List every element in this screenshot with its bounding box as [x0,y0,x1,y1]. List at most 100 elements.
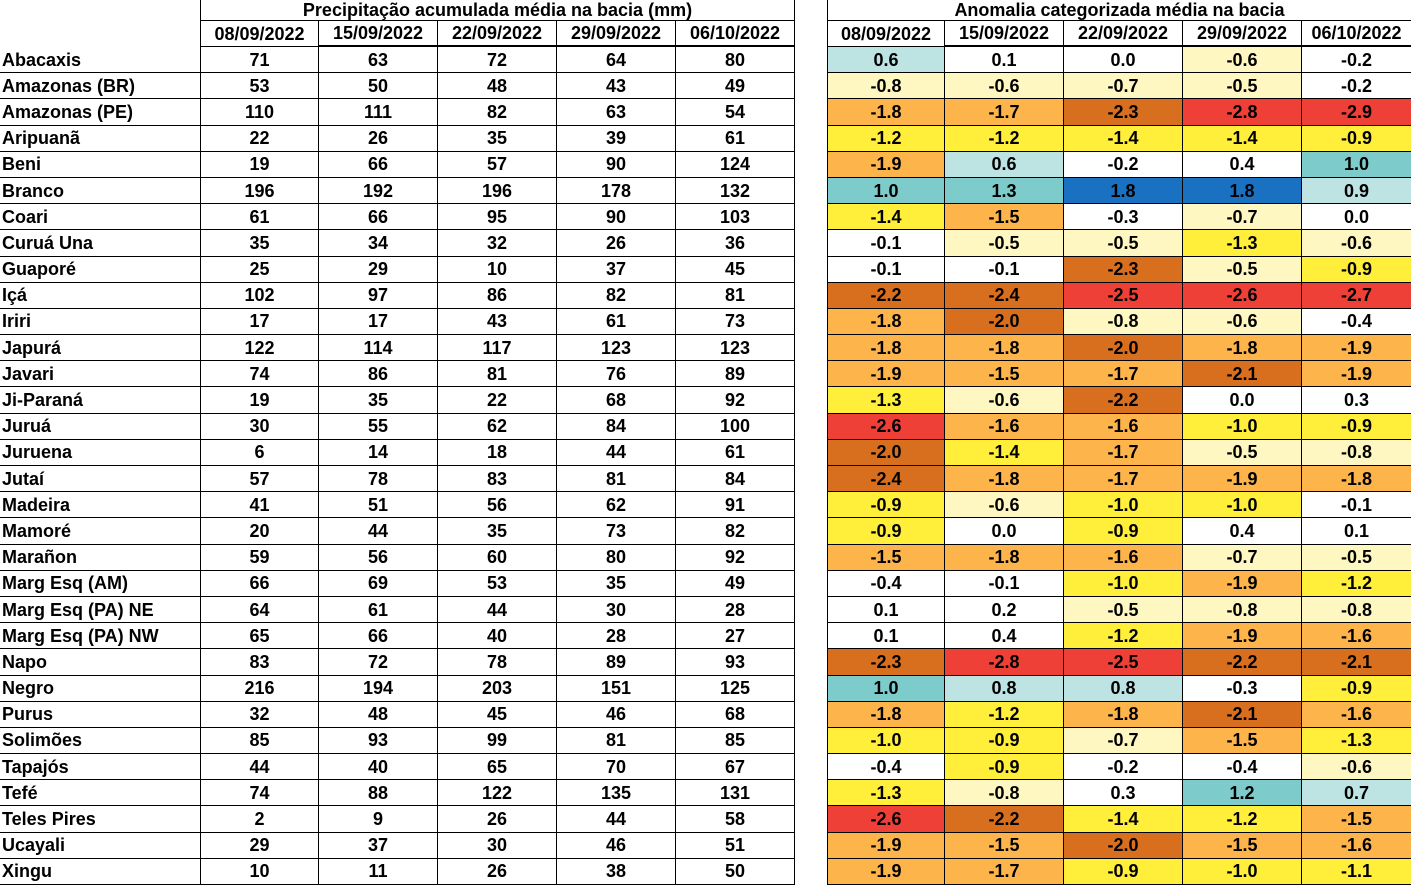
gap [795,518,827,544]
anomaly-value: -0.9 [1064,518,1183,545]
anomaly-value: 0.6 [945,151,1064,178]
anomaly-value: -2.8 [1183,99,1302,126]
anomaly-value: -1.4 [1064,125,1183,152]
precip-value: 81 [676,282,795,309]
anomaly-value: -1.5 [1302,806,1411,833]
anomaly-value: -0.2 [1302,73,1411,100]
anomaly-value: -1.2 [827,125,945,152]
anomaly-value: -1.8 [945,335,1064,362]
precip-value: 22 [200,125,319,152]
precip-value: 56 [319,544,438,571]
precip-value: 61 [200,204,319,231]
gap [795,780,827,806]
anomaly-value: -2.1 [1302,649,1411,676]
precip-value: 122 [438,780,557,807]
precip-value: 49 [676,570,795,597]
basin-name: Branco [0,178,200,205]
precip-value: 93 [676,649,795,676]
gap [795,649,827,675]
basin-name: Marg Esq (PA) NW [0,623,200,650]
anomaly-value: -1.6 [1064,544,1183,571]
anomaly-value: 1.8 [1064,177,1183,205]
precip-value: 9 [319,806,438,833]
precip-value: 65 [438,754,557,781]
anomaly-value: -0.9 [827,492,945,519]
precip-value: 63 [557,99,676,126]
precip-value: 53 [438,570,557,597]
anomaly-value: -1.3 [827,387,945,414]
anomaly-value: -0.2 [1064,754,1183,781]
precip-value: 93 [319,727,438,755]
anomaly-value: -2.3 [1064,256,1183,283]
precip-value: 32 [200,701,319,728]
anomaly-value: -2.1 [1183,701,1302,728]
anomaly-value: -1.7 [945,858,1064,885]
precip-value: 63 [319,47,438,74]
anomaly-value: -1.8 [945,544,1064,571]
anomaly-value: -1.2 [1064,623,1183,650]
basin-name: Tefé [0,780,200,807]
gap [795,623,827,649]
anomaly-value: -1.3 [1183,230,1302,257]
anomaly-value: -1.8 [945,466,1064,493]
precip-value: 28 [676,596,795,624]
precip-value: 82 [676,518,795,545]
precip-value: 76 [557,361,676,388]
precip-value: 59 [200,544,319,571]
anomaly-value: 0.0 [1302,204,1411,231]
gap [795,754,827,780]
precip-value: 43 [438,308,557,336]
anomaly-value: -1.9 [827,151,945,178]
anomaly-value: -1.8 [827,99,945,126]
anomaly-value: -0.7 [1183,204,1302,231]
precip-value: 131 [676,780,795,807]
anomaly-value: 1.0 [827,177,945,205]
precip-value: 50 [319,73,438,100]
precip-value: 36 [676,230,795,257]
gap [795,571,827,597]
anomaly-value: -1.5 [945,204,1064,231]
precip-value: 92 [676,544,795,571]
precip-value: 26 [438,806,557,833]
precip-value: 61 [676,439,795,466]
precip-value: 48 [438,73,557,100]
precip-value: 97 [319,282,438,309]
anomaly-value: -1.4 [1064,806,1183,833]
precip-value: 55 [319,413,438,440]
precip-value: 78 [319,466,438,493]
precip-value: 14 [319,439,438,466]
basin-name: Juruena [0,440,200,466]
gap [795,440,827,466]
anomaly-value: -0.4 [1183,754,1302,781]
anomaly-value: -0.3 [1064,204,1183,231]
basin-name: Napo [0,649,200,676]
gap [795,597,827,623]
anomaly-value: -1.2 [945,701,1064,728]
precip-value: 178 [557,177,676,205]
precip-value: 124 [676,151,795,178]
anomaly-value: -0.1 [827,230,945,257]
anomaly-value: -1.9 [1183,466,1302,493]
basin-name: Jutaí [0,466,200,493]
anomaly-value: 0.0 [1064,47,1183,74]
precip-value: 85 [200,727,319,755]
precip-value: 73 [676,308,795,336]
gap [795,0,827,21]
precip-value: 114 [319,335,438,362]
precip-value: 72 [438,47,557,74]
anomaly-value: 1.0 [827,675,945,702]
anomaly-value: -1.0 [1064,492,1183,519]
anomaly-value: 0.8 [1064,675,1183,702]
precip-value: 151 [557,675,676,702]
anomaly-value: -1.3 [1302,727,1411,755]
anomaly-date-header: 22/09/2022 [1064,21,1183,47]
basin-name: Marg Esq (PA) NE [0,597,200,624]
precip-value: 74 [200,780,319,807]
precip-value: 6 [200,439,319,466]
anomaly-value: -1.9 [1183,623,1302,650]
precip-value: 84 [557,413,676,440]
gap [795,492,827,518]
anomaly-value: -1.6 [1302,623,1411,650]
precip-value: 57 [438,151,557,178]
anomaly-value: -2.0 [1064,335,1183,362]
